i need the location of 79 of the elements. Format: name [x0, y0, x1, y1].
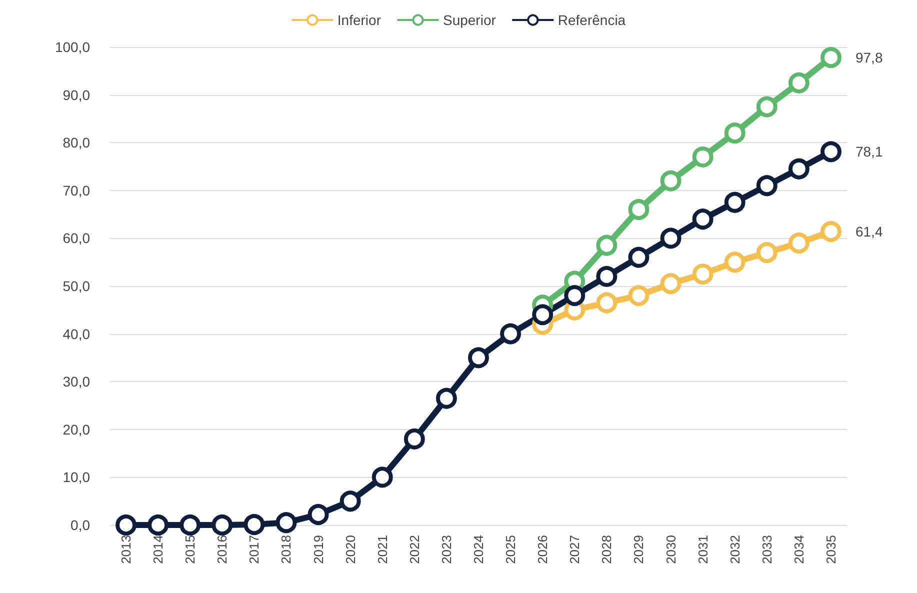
x-tick-label: 2025: [503, 535, 518, 564]
point: [500, 323, 522, 344]
y-tick-label: 0,0: [70, 517, 90, 533]
x-tick-label: 2033: [759, 535, 774, 564]
point: [788, 158, 810, 180]
point: [116, 514, 137, 536]
y-tick-label: 90,0: [62, 86, 90, 103]
x-tick-label: 2021: [374, 535, 390, 564]
point: [308, 504, 329, 525]
x-tick-label: 2019: [310, 535, 326, 564]
x-tick-label: 2031: [695, 535, 710, 564]
point: [660, 228, 682, 249]
x-tick-label: 2028: [599, 535, 614, 564]
point: [628, 285, 650, 306]
x-tick-label: 2030: [663, 535, 678, 564]
y-tick-label: 40,0: [62, 326, 90, 342]
y-tick-label: 80,0: [62, 134, 90, 151]
point: [756, 242, 778, 264]
point: [372, 466, 393, 488]
y-tick-label: 60,0: [62, 230, 90, 246]
point: [276, 512, 297, 534]
legend-label: Superior: [442, 12, 496, 28]
x-tick-label: 2015: [182, 535, 198, 564]
point: [212, 514, 233, 536]
y-tick-label: 10,0: [62, 469, 90, 486]
y-tick-label: 30,0: [62, 374, 90, 390]
x-tick-label: 2017: [246, 535, 262, 564]
point: [596, 234, 618, 256]
point: [788, 72, 810, 94]
point: [596, 292, 618, 314]
x-tick-label: 2022: [406, 535, 422, 564]
x-tick-label: 2018: [278, 535, 294, 564]
y-tick-label: 50,0: [62, 278, 90, 294]
point: [628, 199, 650, 220]
data-label: 78,1: [855, 144, 883, 160]
point: [788, 232, 810, 254]
x-tick-label: 2020: [342, 535, 358, 564]
x-tick-label: 2014: [150, 535, 166, 564]
y-tick-label: 100,0: [54, 39, 90, 55]
point: [532, 304, 554, 326]
x-tick-label: 2035: [823, 535, 838, 564]
legend-label: Inferior: [337, 12, 382, 28]
point: [148, 514, 169, 536]
point: [468, 347, 489, 368]
x-tick-label: 2029: [631, 535, 646, 564]
point: [628, 246, 650, 268]
point: [660, 273, 682, 294]
x-tick-label: 2013: [118, 535, 134, 564]
point: [692, 208, 714, 230]
data-label: 97,8: [855, 50, 883, 66]
point: [564, 285, 586, 306]
data-label: 61,4: [855, 224, 883, 240]
point: [756, 175, 778, 196]
point: [340, 490, 361, 512]
point: [660, 170, 682, 192]
point: [724, 252, 746, 273]
x-tick-label: 2026: [535, 535, 550, 564]
point: [692, 146, 714, 168]
point: [180, 514, 201, 536]
x-tick-label: 2034: [791, 535, 806, 564]
y-tick-label: 70,0: [62, 182, 90, 198]
x-tick-label: 2023: [438, 535, 454, 564]
x-tick-label: 2024: [471, 535, 486, 564]
point: [756, 96, 778, 118]
point: [244, 514, 265, 536]
x-tick-label: 2032: [727, 535, 742, 564]
point: [820, 141, 842, 162]
point: [404, 428, 425, 450]
point: [436, 388, 457, 409]
x-tick-label: 2016: [214, 535, 230, 564]
legend-label: Referência: [558, 12, 626, 28]
point: [724, 122, 746, 144]
x-tick-label: 2027: [567, 535, 582, 564]
point: [820, 221, 842, 242]
y-tick-label: 20,0: [62, 421, 90, 438]
point: [724, 192, 746, 213]
point: [820, 47, 842, 68]
point: [596, 266, 618, 287]
point: [692, 264, 714, 285]
